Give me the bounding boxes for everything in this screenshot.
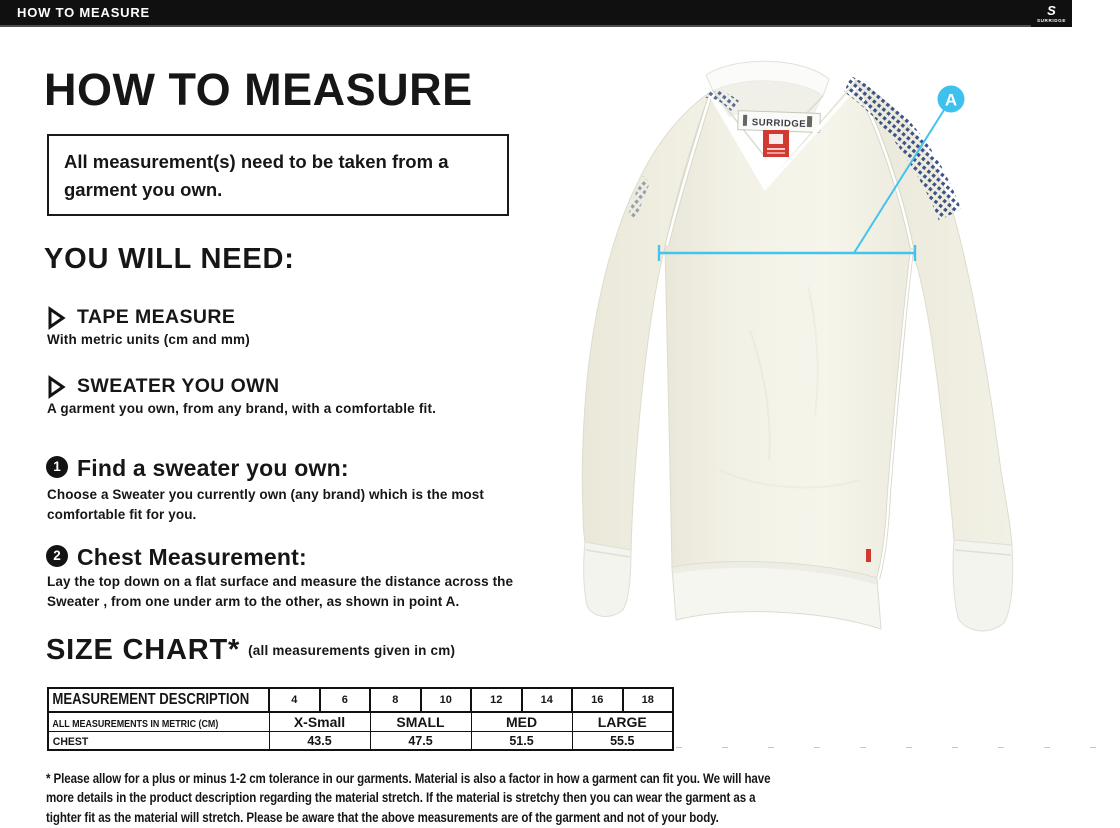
table-chest-label: CHEST — [52, 735, 89, 748]
size-cell: 16 — [571, 687, 624, 713]
measurement-annotation: A — [657, 85, 965, 261]
step-1-title: Find a sweater you own: — [77, 455, 349, 481]
page-title: HOW TO MEASURE — [44, 64, 473, 115]
table-metric-label: ALL MEASUREMENTS IN METRIC (CM) — [52, 718, 219, 730]
size-cell: 6 — [318, 687, 371, 713]
brand-tag — [763, 130, 789, 157]
top-bar: HOW TO MEASURE S SURRIDGE — [0, 0, 1072, 27]
measurement-note-box: All measurement(s) need to be taken from… — [47, 134, 509, 216]
waistband — [671, 561, 882, 630]
size-cell: 14 — [520, 687, 573, 713]
step-2-description: Lay the top down on a flat surface and m… — [47, 574, 514, 609]
footnote: * Please allow for a plus or minus 1-2 c… — [46, 769, 893, 827]
size-cell: 4 — [268, 687, 321, 713]
size-group-cell: SMALL — [369, 711, 472, 732]
chest-value-cell: 55.5 — [571, 731, 674, 751]
table-header-description: MEASUREMENT DESCRIPTION — [52, 691, 250, 708]
sweater-illustration: SURRIDGE — [581, 60, 1014, 632]
size-chart-heading: SIZE CHART* (all measurements given in cm… — [46, 634, 455, 667]
neck-label-text: SURRIDGE — [752, 117, 807, 130]
size-chart-subtitle: (all measurements given in cm) — [248, 643, 456, 658]
size-cell: 8 — [369, 687, 422, 713]
size-group-cell: MED — [470, 711, 573, 732]
chest-value-cell: 51.5 — [470, 731, 573, 751]
surridge-logo-icon: S — [1047, 3, 1056, 18]
step-1-description: Choose a Sweater you currently own (any … — [47, 487, 484, 522]
need-item-tape-measure: TAPE MEASURE — [77, 306, 236, 328]
surridge-logo-word: SURRIDGE — [1036, 18, 1067, 23]
table-row-sizes: MEASUREMENT DESCRIPTION 4 6 8 10 12 14 1… — [47, 687, 674, 713]
size-cell: 12 — [470, 687, 523, 713]
size-chart-title: SIZE CHART* — [46, 634, 241, 666]
point-a-badge — [937, 85, 965, 113]
step-1-number: 1 — [46, 456, 68, 478]
step-2-title: Chest Measurement: — [77, 544, 307, 570]
size-group-cell: LARGE — [571, 711, 674, 732]
table-row-size-groups: ALL MEASUREMENTS IN METRIC (CM) X-Small … — [47, 711, 674, 732]
step-2-number: 2 — [46, 545, 68, 567]
need-item-tape-measure-desc: With metric units (cm and mm) — [47, 332, 250, 347]
chest-value-cell: 47.5 — [369, 731, 472, 751]
need-item-sweater-desc: A garment you own, from any brand, with … — [47, 401, 437, 416]
neck-label: SURRIDGE — [737, 110, 821, 133]
triangle-bullet-icon — [48, 375, 66, 399]
shoulder-pattern — [628, 76, 961, 221]
triangle-bullet-icon — [48, 306, 66, 330]
size-chart-table: MEASUREMENT DESCRIPTION 4 6 8 10 12 14 1… — [47, 687, 674, 751]
footnote-line: more details in the product description … — [46, 790, 756, 806]
footnote-line: * Please allow for a plus or minus 1-2 c… — [46, 771, 771, 786]
size-cell: 18 — [621, 687, 674, 713]
point-a-label: A — [945, 91, 957, 110]
top-bar-title: HOW TO MEASURE — [17, 5, 151, 20]
footnote-line: tighter fit as the material will stretch… — [46, 809, 719, 825]
surridge-logo: S SURRIDGE — [1031, 0, 1072, 27]
left-sleeve — [581, 90, 712, 617]
need-item-sweater: SWEATER YOU OWN — [77, 375, 280, 397]
side-tab — [866, 549, 871, 562]
size-cell: 10 — [419, 687, 472, 713]
table-row-chest: CHEST 43.5 47.5 51.5 55.5 — [47, 731, 674, 751]
chest-value-cell: 43.5 — [268, 731, 371, 751]
fabric-creases — [719, 285, 861, 489]
size-group-cell: X-Small — [268, 711, 371, 732]
image-bottom-edge — [676, 747, 1120, 748]
you-will-need-heading: YOU WILL NEED: — [44, 243, 295, 275]
